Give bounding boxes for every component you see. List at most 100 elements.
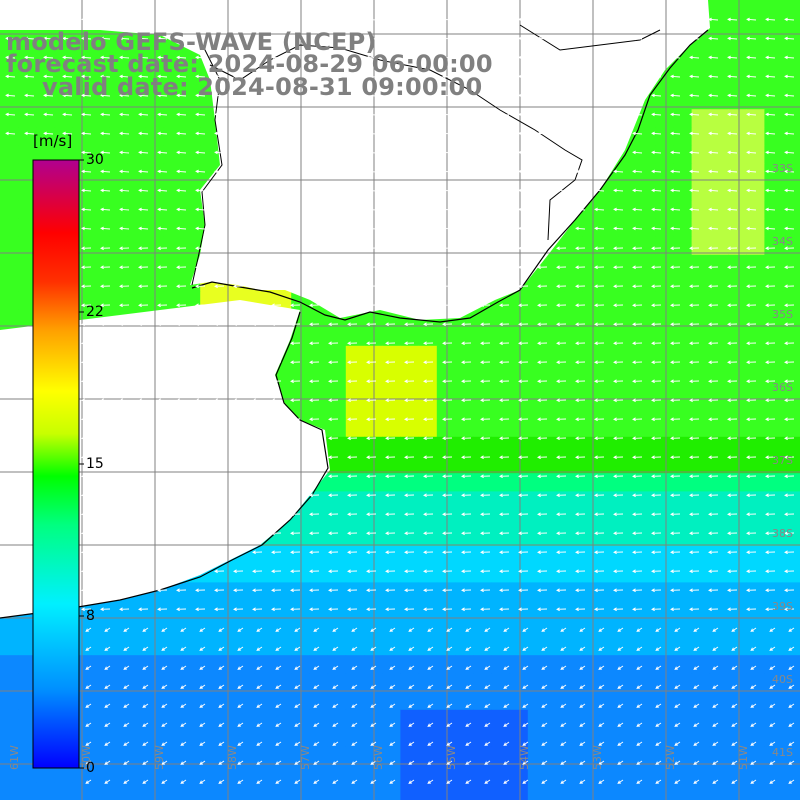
wind-arrow bbox=[351, 760, 358, 765]
wind-arrow bbox=[541, 741, 548, 746]
wind-arrow bbox=[385, 112, 396, 117]
wind-arrow bbox=[784, 322, 795, 327]
wind-arrow bbox=[465, 627, 472, 632]
wind-arrow bbox=[636, 703, 643, 708]
wind-arrow bbox=[727, 607, 738, 612]
wind-cell bbox=[509, 509, 529, 529]
wind-arrow bbox=[708, 303, 719, 308]
wind-arrow bbox=[218, 665, 225, 670]
wind-cell bbox=[36, 109, 56, 128]
wind-arrow bbox=[195, 131, 206, 136]
wind-cell bbox=[691, 309, 711, 329]
wind-cell bbox=[637, 655, 656, 674]
wind-cell bbox=[618, 564, 638, 583]
wind-cell bbox=[364, 673, 383, 693]
wind-arrow bbox=[465, 760, 472, 765]
wind-arrow bbox=[784, 131, 795, 136]
wind-cell bbox=[600, 600, 620, 620]
wind-arrow bbox=[784, 379, 795, 384]
wind-cell bbox=[0, 637, 19, 656]
wind-cell bbox=[673, 455, 693, 474]
wind-cell bbox=[91, 254, 110, 274]
wind-cell bbox=[418, 728, 438, 747]
wind-cell bbox=[673, 182, 693, 201]
wind-cell bbox=[18, 746, 37, 765]
longitude-label: 56W bbox=[372, 745, 385, 770]
wind-cell bbox=[400, 473, 420, 492]
wind-arrow bbox=[670, 131, 681, 136]
wind-arrow bbox=[579, 741, 586, 746]
wind-cell bbox=[418, 436, 438, 456]
wind-arrow bbox=[518, 550, 529, 555]
wind-cell bbox=[509, 309, 529, 329]
wind-arrow bbox=[712, 627, 719, 632]
wind-cell bbox=[600, 782, 620, 800]
wind-cell bbox=[127, 728, 147, 747]
wind-arrow bbox=[100, 493, 111, 498]
wind-arrow bbox=[613, 246, 624, 251]
wind-arrow bbox=[81, 512, 92, 517]
wind-arrow bbox=[746, 207, 757, 212]
wind-cell bbox=[582, 673, 602, 693]
wind-arrow bbox=[446, 684, 453, 689]
wind-arrow bbox=[708, 246, 719, 251]
wind-cell bbox=[18, 655, 37, 674]
wind-cell bbox=[564, 600, 583, 620]
wind-cell bbox=[473, 746, 492, 765]
wind-arrow bbox=[670, 398, 681, 403]
wind-cell bbox=[436, 491, 456, 511]
wind-arrow bbox=[727, 226, 738, 231]
wind-arrow bbox=[689, 474, 700, 479]
wind-arrow bbox=[575, 322, 586, 327]
wind-arrow bbox=[784, 569, 795, 574]
wind-arrow bbox=[594, 74, 605, 79]
wind-cell bbox=[655, 600, 674, 620]
wind-arrow bbox=[294, 760, 301, 765]
wind-arrow bbox=[271, 55, 282, 60]
wind-arrow bbox=[784, 417, 795, 422]
wind-arrow bbox=[389, 760, 396, 765]
wind-arrow bbox=[765, 474, 776, 479]
wind-arrow bbox=[689, 569, 700, 574]
wind-arrow bbox=[176, 265, 187, 270]
wind-arrow bbox=[142, 760, 149, 765]
wind-arrow bbox=[575, 17, 586, 22]
wind-cell bbox=[618, 200, 638, 219]
wind-cell bbox=[163, 637, 183, 656]
wind-arrow bbox=[670, 55, 681, 60]
wind-arrow bbox=[632, 169, 643, 174]
wind-cell bbox=[618, 182, 638, 201]
wind-arrow bbox=[233, 303, 244, 308]
wind-cell bbox=[327, 782, 347, 800]
wind-cell bbox=[163, 691, 183, 711]
wind-arrow bbox=[347, 588, 358, 593]
wind-arrow bbox=[404, 588, 415, 593]
wind-arrow bbox=[427, 760, 434, 765]
wind-arrow bbox=[674, 779, 681, 784]
wind-cell bbox=[436, 509, 456, 529]
wind-arrow bbox=[5, 112, 16, 117]
wind-arrow bbox=[632, 512, 643, 517]
wind-cell bbox=[746, 546, 765, 565]
wind-cell bbox=[382, 546, 401, 565]
wind-arrow bbox=[465, 646, 472, 651]
wind-arrow bbox=[347, 265, 358, 270]
wind-cell bbox=[182, 218, 201, 238]
wind-arrow bbox=[693, 627, 700, 632]
wind-arrow bbox=[708, 550, 719, 555]
wind-arrow bbox=[537, 493, 548, 498]
wind-cell bbox=[709, 673, 729, 693]
wind-arrow bbox=[81, 531, 92, 536]
wind-arrow bbox=[404, 607, 415, 612]
wind-arrow bbox=[765, 531, 776, 536]
wind-arrow bbox=[461, 588, 472, 593]
wind-cell bbox=[364, 655, 383, 674]
wind-cell bbox=[436, 400, 456, 420]
wind-cell bbox=[509, 546, 529, 565]
wind-cell bbox=[600, 200, 620, 219]
wind-cell bbox=[637, 691, 656, 711]
wind-cell bbox=[637, 746, 656, 765]
wind-arrow bbox=[575, 284, 586, 289]
wind-cell bbox=[0, 691, 19, 711]
wind-arrow bbox=[560, 627, 567, 632]
